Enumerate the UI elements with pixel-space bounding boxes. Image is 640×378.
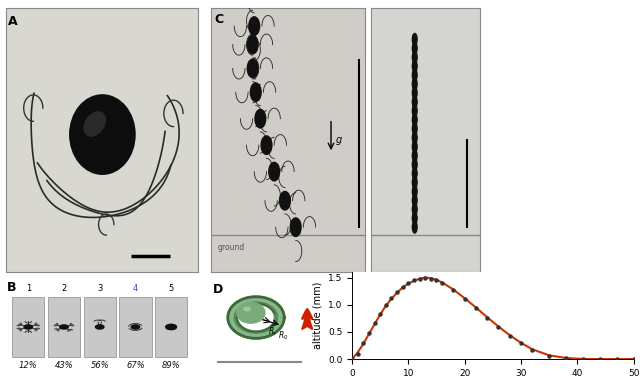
- Text: 56%: 56%: [90, 361, 109, 370]
- Text: 43%: 43%: [54, 361, 74, 370]
- Circle shape: [412, 114, 417, 125]
- Circle shape: [412, 87, 417, 99]
- Ellipse shape: [280, 191, 291, 210]
- Circle shape: [412, 195, 417, 206]
- Ellipse shape: [261, 136, 272, 154]
- Ellipse shape: [269, 163, 280, 181]
- Circle shape: [412, 168, 417, 179]
- Circle shape: [412, 212, 417, 224]
- Text: $R_i$: $R_i$: [268, 325, 276, 338]
- Ellipse shape: [247, 59, 258, 78]
- Circle shape: [412, 34, 417, 45]
- Text: B: B: [6, 280, 16, 294]
- Circle shape: [412, 141, 417, 152]
- Circle shape: [412, 78, 417, 90]
- Ellipse shape: [84, 112, 106, 136]
- Circle shape: [412, 159, 417, 170]
- Ellipse shape: [70, 95, 135, 174]
- Circle shape: [412, 105, 417, 117]
- Circle shape: [131, 325, 140, 329]
- FancyBboxPatch shape: [119, 297, 152, 357]
- Circle shape: [412, 177, 417, 188]
- Ellipse shape: [255, 110, 266, 128]
- Circle shape: [412, 203, 417, 215]
- Circle shape: [412, 69, 417, 81]
- Circle shape: [60, 325, 68, 329]
- Circle shape: [166, 324, 177, 330]
- Text: 2: 2: [61, 284, 67, 293]
- Text: $R_0$: $R_0$: [278, 330, 288, 342]
- Text: 67%: 67%: [126, 361, 145, 370]
- Text: 89%: 89%: [162, 361, 180, 370]
- Circle shape: [412, 51, 417, 63]
- Text: 12%: 12%: [19, 361, 38, 370]
- Text: 3: 3: [97, 284, 102, 293]
- Circle shape: [95, 325, 104, 329]
- Circle shape: [237, 302, 265, 323]
- Text: 1: 1: [26, 284, 31, 293]
- Text: A: A: [8, 15, 18, 28]
- Text: D: D: [212, 283, 223, 296]
- Circle shape: [412, 150, 417, 161]
- Text: g: g: [335, 135, 342, 145]
- FancyBboxPatch shape: [155, 297, 188, 357]
- Circle shape: [412, 123, 417, 135]
- Ellipse shape: [250, 83, 261, 102]
- Circle shape: [412, 186, 417, 197]
- Ellipse shape: [247, 35, 258, 54]
- Y-axis label: altitude (mm): altitude (mm): [312, 282, 323, 349]
- Circle shape: [412, 222, 417, 233]
- Ellipse shape: [244, 307, 250, 311]
- Circle shape: [412, 60, 417, 72]
- FancyBboxPatch shape: [12, 297, 44, 357]
- Text: C: C: [214, 13, 223, 26]
- Circle shape: [412, 42, 417, 54]
- FancyBboxPatch shape: [84, 297, 116, 357]
- FancyBboxPatch shape: [48, 297, 80, 357]
- Circle shape: [412, 132, 417, 144]
- Circle shape: [412, 96, 417, 108]
- Text: 4: 4: [132, 284, 138, 293]
- Ellipse shape: [249, 17, 260, 36]
- Ellipse shape: [291, 218, 301, 237]
- Circle shape: [24, 325, 33, 329]
- Text: ground: ground: [218, 243, 244, 252]
- Text: 5: 5: [168, 284, 174, 293]
